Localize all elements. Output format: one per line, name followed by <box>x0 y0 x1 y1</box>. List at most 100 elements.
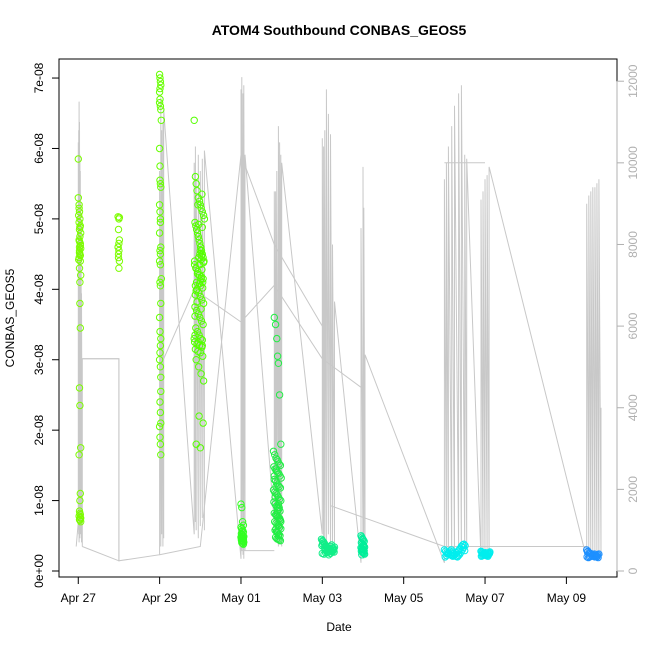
y-tick-label: 0e+00 <box>32 554 46 588</box>
data-point <box>271 493 279 501</box>
data-point <box>75 201 83 209</box>
data-point <box>276 537 285 545</box>
data-point <box>75 246 84 255</box>
right-tick-label: 4000 <box>626 394 640 421</box>
data-point <box>115 246 123 255</box>
data-point <box>195 363 203 371</box>
data-point <box>76 232 84 241</box>
altitude-connector <box>163 284 362 388</box>
altitude-connector <box>82 358 120 562</box>
data-point <box>157 116 166 125</box>
data-point <box>190 338 199 346</box>
data-point <box>192 440 200 448</box>
data-point <box>114 225 123 234</box>
data-point <box>274 359 283 367</box>
x-tick-label: May 03 <box>303 591 343 605</box>
data-point <box>485 549 494 558</box>
series-flight-may-06 <box>440 540 469 561</box>
data-point <box>77 518 85 526</box>
chart-title: ATOM4 Southbound CONBAS_GEOS5 <box>212 22 467 38</box>
data-point <box>155 144 164 153</box>
data-point <box>75 384 84 392</box>
data-point <box>270 313 278 322</box>
data-point <box>156 327 164 336</box>
x-axis-label: Date <box>326 620 352 634</box>
data-point <box>360 550 369 558</box>
right-axis: 0 2000 4000 6000 8000 10000 12000 <box>616 64 640 574</box>
data-point <box>157 373 165 381</box>
data-point <box>274 532 283 540</box>
data-point <box>155 422 164 431</box>
data-point <box>195 280 204 288</box>
data-point <box>75 256 83 264</box>
data-point <box>277 440 285 448</box>
data-point <box>76 215 84 223</box>
data-point <box>156 433 164 441</box>
data-point <box>196 444 205 452</box>
data-point <box>193 229 202 237</box>
data-point <box>114 250 123 258</box>
data-point <box>277 474 285 482</box>
data-point <box>199 352 207 360</box>
data-point <box>76 278 84 286</box>
data-point <box>275 495 284 503</box>
data-point <box>196 292 205 301</box>
bottom-axis: Apr 27 Apr 29 May 01 May 03 May 05 May 07 May … <box>61 576 587 605</box>
data-point <box>273 512 281 520</box>
right-tick-label: 10000 <box>626 146 640 180</box>
data-point <box>359 545 367 553</box>
series-flight-may-04 <box>357 532 369 559</box>
data-point <box>359 541 368 549</box>
data-point <box>115 257 124 265</box>
data-point <box>157 451 165 459</box>
data-point <box>157 387 165 396</box>
y-tick-label: 4e-08 <box>32 274 46 305</box>
right-tick-label: 2000 <box>626 476 640 503</box>
y-tick-label: 7e-08 <box>32 62 46 93</box>
data-point <box>76 509 84 517</box>
data-point <box>198 190 206 198</box>
data-point <box>199 320 207 329</box>
data-point <box>156 261 165 269</box>
data-point <box>115 213 124 222</box>
y-axis-label: CONBAS_GEOS5 <box>3 268 17 367</box>
data-point <box>272 465 281 473</box>
data-point <box>199 377 208 385</box>
data-point <box>190 116 198 125</box>
data-point <box>191 345 200 353</box>
x-tick-label: May 09 <box>547 591 587 605</box>
data-point <box>480 550 488 558</box>
data-point <box>593 552 601 560</box>
data-point <box>238 537 247 545</box>
data-point <box>197 272 206 281</box>
data-point <box>156 176 164 184</box>
series-flight-may-02 <box>269 313 285 545</box>
data-point <box>274 500 283 508</box>
data-point <box>192 356 200 364</box>
series-flight-may-07 <box>477 547 494 560</box>
data-point <box>156 215 165 223</box>
data-point <box>197 251 206 260</box>
data-point <box>76 324 85 332</box>
data-point <box>191 312 199 320</box>
data-point <box>157 243 165 251</box>
data-point <box>194 268 202 276</box>
x-tick-label: May 05 <box>384 591 424 605</box>
data-point <box>114 243 122 251</box>
data-point <box>156 246 164 255</box>
data-point <box>157 106 165 114</box>
data-point <box>76 251 85 260</box>
data-point <box>155 229 164 237</box>
data-point <box>76 241 85 250</box>
data-point <box>197 305 205 313</box>
data-point <box>155 356 164 364</box>
left-axis: 0e+00 1e-08 2e-08 3e-08 4e-08 5e-08 6e-08 7e-08 <box>32 62 60 588</box>
data-point <box>76 257 85 265</box>
data-point <box>75 211 83 220</box>
data-point <box>457 548 465 556</box>
x-tick-label: Apr 29 <box>142 591 178 605</box>
y-tick-label: 2e-08 <box>32 414 46 445</box>
data-point <box>275 536 283 544</box>
data-point <box>76 496 84 505</box>
data-point <box>76 299 84 308</box>
